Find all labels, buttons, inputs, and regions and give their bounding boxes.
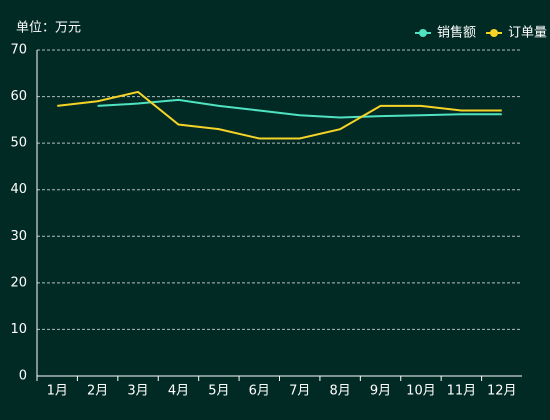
y-tick-label: 10: [10, 322, 27, 337]
x-tick-label: 11月: [447, 384, 477, 399]
unit-label: 单位：万元: [16, 21, 81, 36]
y-tick-label: 70: [10, 43, 27, 58]
x-tick-label: 9月: [370, 384, 391, 399]
x-tick-label: 7月: [289, 384, 310, 399]
x-tick-label: 3月: [127, 384, 148, 399]
legend-icon: [419, 29, 427, 37]
y-tick-label: 0: [19, 369, 27, 384]
y-tick-label: 20: [10, 275, 27, 290]
legend-label: 订单量: [508, 26, 547, 41]
legend-icon: [490, 29, 498, 37]
x-tick-label: 4月: [168, 384, 189, 399]
x-tick-label: 12月: [487, 384, 517, 399]
line-series: [97, 98, 502, 119]
x-tick-label: 6月: [249, 384, 270, 399]
y-tick-label: 50: [10, 136, 27, 151]
y-tick-label: 40: [10, 182, 27, 197]
x-tick-label: 2月: [87, 384, 108, 399]
legend-label: 销售额: [437, 25, 476, 41]
y-tick-label: 60: [10, 89, 27, 104]
x-tick-label: 8月: [329, 384, 350, 399]
x-tick-label: 5月: [208, 384, 229, 399]
y-tick-label: 30: [10, 229, 27, 244]
x-tick-label: 1月: [47, 384, 68, 399]
x-tick-label: 10月: [406, 384, 436, 399]
line-series: [57, 90, 502, 140]
